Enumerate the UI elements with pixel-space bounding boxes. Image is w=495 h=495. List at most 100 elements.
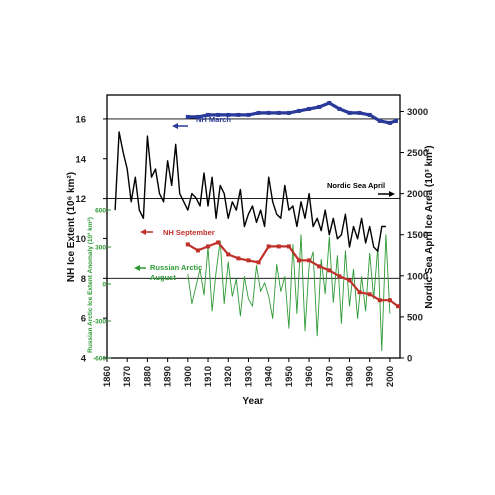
plot-frame [106,94,401,359]
data-point [185,114,190,119]
data-point [395,304,400,309]
series-line-russian-arctic-august [187,234,391,352]
x-axis-label: Year [242,396,263,407]
series-line-nh-september [187,241,399,308]
x-tick-label: 1880 [142,366,153,387]
annotation-text: August [150,273,176,282]
annotation-nh-september: NH September [140,228,215,237]
data-point [367,112,372,117]
annotation-text: Nordic Sea April [327,181,385,190]
y-left-tick-label: 16 [75,114,86,125]
data-point [367,292,372,297]
arrow-right-head-icon [389,191,395,197]
data-point [216,240,221,245]
data-point [387,120,392,125]
annotation-nordic-sea-april: Nordic Sea April [327,181,395,197]
annotation-text: Russian Arctic [150,263,202,272]
x-tick-label: 2000 [385,366,396,387]
data-point [276,244,281,249]
data-point [327,100,332,105]
x-tick-label: 1970 [324,366,335,387]
annotation-text: NH March [196,115,231,124]
data-point [377,298,382,303]
y-right-tick-label: 0 [407,354,412,365]
annotation-text: NH September [163,228,215,237]
y-right-tick-label: 500 [407,312,423,323]
data-point [307,106,312,111]
arrow-left-head-icon [140,229,146,235]
data-point [387,298,392,303]
x-tick-label: 1900 [183,366,194,387]
x-tick-label: 1940 [264,366,275,387]
series-line-nordic-sea-april [114,131,386,252]
x-tick-label: 1960 [304,366,315,387]
data-point [377,118,382,123]
y-inner-tick-label: -600 [93,356,106,363]
data-point [296,108,301,113]
data-point [276,110,281,115]
data-point [393,118,398,123]
x-tick-label: 1860 [102,366,113,387]
data-point [337,274,342,279]
data-point [337,106,342,111]
data-point [347,110,352,115]
data-point [307,258,312,263]
data-point [246,112,251,117]
x-tick-label: 1910 [203,366,214,387]
axes-layer: 1860 1870 1880 1890 1900 1910 1920 1930 1940 1950… [75,107,428,387]
data-point [327,268,332,273]
annotation-nh-march: NH March [172,115,231,129]
arrow-left-head-icon [172,123,178,129]
x-tick-label: 1930 [243,366,254,387]
x-tick-label: 1990 [365,366,376,387]
x-tick-label: 1950 [284,366,295,387]
data-point [226,252,231,257]
data-point [185,242,190,247]
x-tick-label: 1890 [163,366,174,387]
series-layer [114,100,400,352]
data-point [246,258,251,263]
y-axis-right-label: Nordic Sea April Ice Area (10³ km²) [424,145,435,308]
data-point [206,112,211,117]
data-point [206,244,211,249]
y-inner-tick-label: -300 [93,319,106,326]
data-point [266,244,271,249]
y-right-tick-label: 1000 [407,271,428,282]
data-point [286,110,291,115]
data-point [357,110,362,115]
data-point [266,110,271,115]
x-tick-label: 1870 [122,366,133,387]
data-point [256,260,261,265]
y-left-tick-label: 12 [75,194,86,205]
y-inner-tick-label: 0 [102,282,106,289]
data-point [256,110,261,115]
y-left-tick-label: 14 [75,154,86,165]
y-left-tick-label: 8 [81,274,86,285]
grid-layer [107,118,400,279]
y-left-tick-label: 4 [81,354,87,365]
data-point [317,264,322,269]
x-tick-label: 1980 [344,366,355,387]
series-line-nh-march [187,101,397,125]
data-point [216,112,221,117]
data-point [286,244,291,249]
data-point [347,278,352,283]
data-point [226,112,231,117]
y-right-tick-label: 2000 [407,189,428,200]
data-point [195,114,200,119]
data-point [296,258,301,263]
y-right-tick-label: 2500 [407,148,428,159]
y-left-tick-label: 6 [81,314,86,325]
y-axis-left-label: NH Ice Extent (10⁶ km²) [66,172,77,282]
annotation-russian-arctic: Russian Arctic August [134,263,202,282]
x-tick-label: 1920 [223,366,234,387]
data-point [357,290,362,295]
data-point [317,104,322,109]
annotation-layer: NH March Nordic Sea April NH September R… [134,115,395,282]
y-left-tick-label: 10 [75,234,86,245]
y-right-tick-label: 1500 [407,230,428,241]
data-point [236,256,241,261]
y-axis-inner-label: Russian Arctic Ice Extent Anomaly (10³ k… [87,217,94,353]
data-point [195,248,200,253]
